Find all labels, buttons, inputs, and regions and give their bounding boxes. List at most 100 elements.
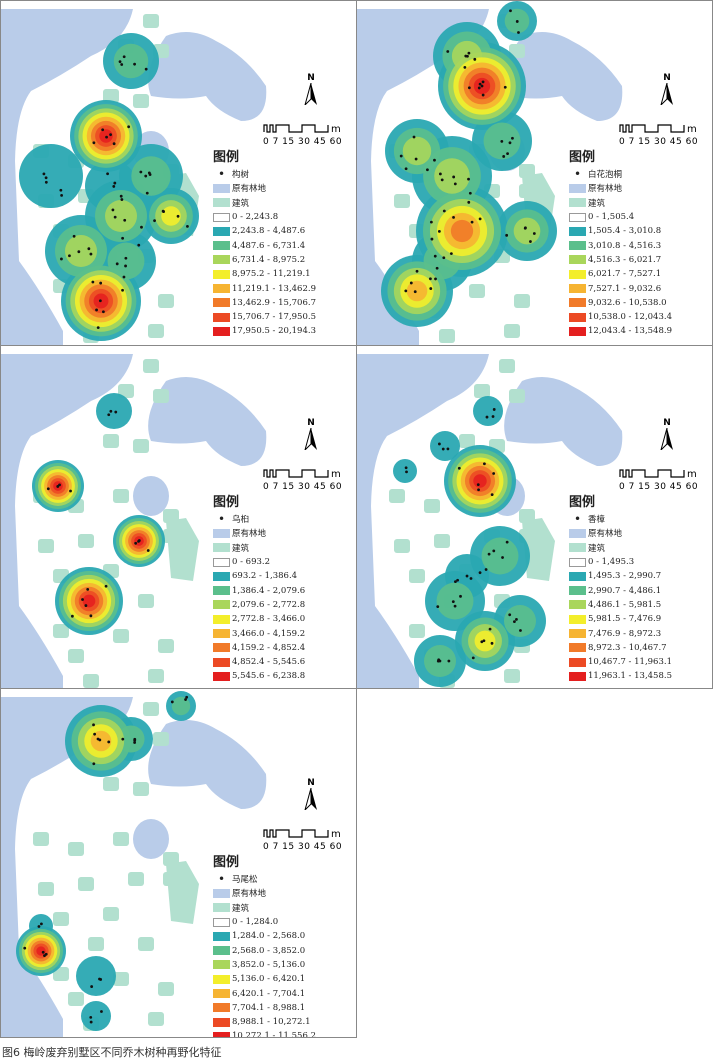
legend-item-density-class: 4,159.2 - 4,852.4 — [213, 641, 305, 655]
tree-point — [440, 178, 444, 182]
tree-point — [488, 627, 492, 631]
north-label: N — [663, 73, 671, 83]
legend-item-density-class: 4,516.3 - 6,021.7 — [569, 253, 672, 267]
tree-point — [487, 552, 491, 556]
north-label: N — [307, 778, 315, 788]
building — [68, 992, 84, 1006]
tree-point — [124, 264, 127, 268]
density-class-1 — [19, 144, 83, 208]
tree-point — [127, 125, 131, 129]
legend-item-density-class: 5,136.0 - 6,420.1 — [213, 972, 316, 986]
scale-bar: m 0 7 15 30 45 60 — [619, 123, 699, 147]
building — [163, 852, 179, 866]
tree-point — [137, 539, 141, 542]
legend-item-density-class: 2,243.8 - 4,487.6 — [213, 224, 316, 238]
legend-item-density-class: 13,462.9 - 15,706.7 — [213, 296, 316, 310]
building — [78, 534, 94, 548]
tree-point — [89, 614, 93, 618]
legend-swatch-class-2 — [213, 241, 230, 251]
legend-swatch-class-1 — [569, 226, 586, 236]
density-class-1 — [76, 956, 116, 996]
legend-class-range: 10,272.1 - 11,556.2 — [232, 1031, 316, 1038]
tree-point — [490, 641, 494, 645]
tree-point — [404, 466, 408, 470]
woodland-area-north — [148, 32, 267, 121]
building — [143, 702, 159, 716]
tree-point — [470, 220, 474, 224]
legend-swatch-woodland — [569, 183, 586, 193]
legend-label-building: 建筑 — [232, 543, 250, 554]
tree-point — [122, 55, 126, 59]
building — [148, 669, 164, 683]
tree-point — [449, 252, 453, 256]
tree-point — [491, 415, 495, 418]
scale-unit: m — [687, 124, 697, 133]
tree-point — [412, 135, 416, 139]
tree-point — [519, 629, 522, 632]
kernel-density-map — [357, 354, 623, 688]
tree-point — [119, 194, 123, 198]
building — [143, 359, 159, 373]
legend-swatch-building — [213, 903, 230, 913]
legend-class-range: 1,284.0 - 2,568.0 — [232, 931, 306, 942]
building — [158, 639, 174, 653]
tree-point — [453, 182, 457, 186]
tree-point — [492, 408, 496, 411]
legend-class-range: 6,731.4 - 8,975.2 — [232, 254, 306, 265]
tree-point — [87, 247, 91, 251]
tree-point — [144, 174, 148, 178]
density-class-2 — [481, 537, 519, 575]
legend-swatch-class-0 — [569, 212, 586, 222]
tree-point — [23, 946, 27, 950]
tree-point — [465, 574, 469, 578]
tree-point — [91, 280, 95, 284]
legend-class-range: 2,243.8 - 4,487.6 — [232, 226, 306, 237]
tree-point — [509, 9, 512, 13]
tree-point — [40, 922, 43, 926]
kernel-density-map — [1, 9, 267, 345]
legend-item-density-class: 6,731.4 - 8,975.2 — [213, 253, 316, 267]
legend-item-density-class: 7,704.1 - 8,988.1 — [213, 1001, 316, 1015]
legend-title: 图例 — [213, 150, 240, 165]
scale-bar-graphic: m — [619, 124, 697, 135]
density-class-2 — [131, 156, 171, 196]
legend-item-woodland: 原有林地 — [213, 181, 316, 195]
building — [103, 777, 119, 791]
tree-point — [137, 243, 141, 247]
density-class-2 — [436, 582, 474, 620]
building — [389, 489, 405, 503]
tree-point — [133, 738, 137, 742]
scale-labels: 0 7 15 30 45 60 — [263, 482, 343, 492]
tree-point — [503, 85, 507, 89]
tree-point — [457, 466, 461, 470]
tree-point — [477, 488, 480, 492]
density-class-2 — [113, 43, 149, 79]
legend-swatch-class-6 — [213, 643, 230, 653]
legend-label-building: 建筑 — [232, 198, 250, 209]
tree-point — [102, 310, 105, 314]
tree-point — [415, 269, 419, 273]
tree-point — [58, 483, 61, 487]
north-arrow: N — [304, 73, 318, 108]
tree-point — [146, 549, 150, 552]
tree-point — [469, 577, 473, 580]
legend-swatch-class-2 — [213, 586, 230, 596]
building — [33, 832, 49, 846]
legend-swatch-class-3 — [569, 255, 586, 265]
tree-point — [185, 695, 189, 699]
legend-item-building: 建筑 — [213, 541, 305, 555]
scale-labels: 0 7 15 30 45 60 — [263, 137, 343, 147]
building — [138, 937, 154, 951]
kernel-density-map — [1, 354, 267, 688]
legend-item-density-class: 2,079.6 - 2,772.8 — [213, 598, 305, 612]
legend-swatch-class-2 — [569, 241, 586, 251]
tree-point — [77, 250, 81, 254]
building — [522, 518, 555, 581]
tree-point — [405, 470, 408, 474]
legend-swatch-class-5 — [213, 989, 230, 999]
tree-point — [81, 598, 84, 601]
building — [504, 669, 520, 683]
tree-point — [44, 180, 48, 184]
tree-point — [426, 168, 429, 172]
building — [499, 359, 515, 373]
